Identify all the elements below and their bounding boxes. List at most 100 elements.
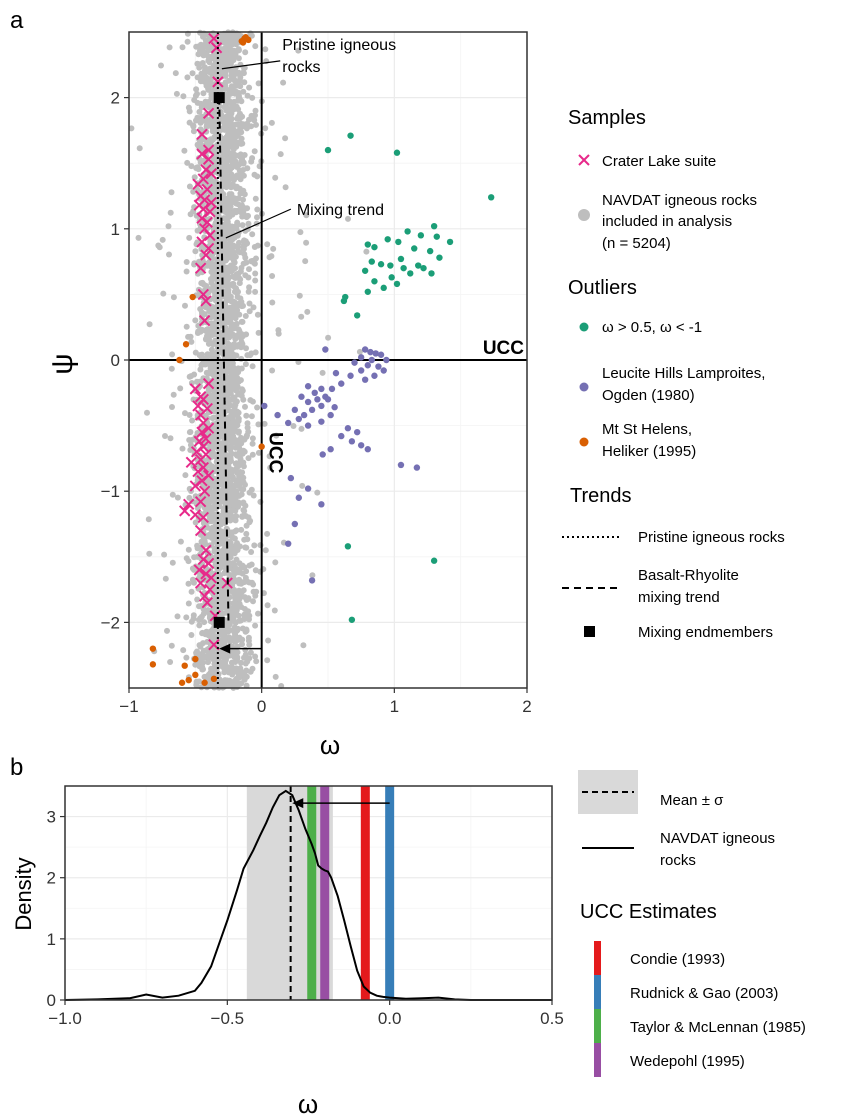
navdat-point (184, 159, 191, 166)
navdat-point (222, 250, 229, 256)
outliers-teal-points (324, 132, 495, 623)
navdat-point (185, 104, 192, 111)
legend-ucc-label: Wedepohl (1995) (630, 1053, 745, 1070)
navdat-point (255, 421, 262, 428)
crater-x-stroke (200, 544, 212, 556)
navdat-point (185, 546, 192, 553)
navdat-point (233, 352, 240, 359)
crater-lake-point (194, 577, 207, 589)
navdat-point (199, 630, 206, 637)
legend-navdat-curve-line-2: rocks (660, 852, 696, 869)
navdat-point (177, 385, 184, 392)
navdat-point (201, 673, 208, 680)
navdat-point (200, 52, 207, 59)
crater-lake-point (192, 465, 204, 478)
navdat-point (271, 607, 278, 614)
crater-x-stroke (201, 216, 213, 228)
navdat-point (145, 516, 152, 523)
navdat-point (228, 106, 235, 113)
navdat-point (319, 369, 326, 376)
navdat-point (226, 429, 233, 436)
navdat-point (249, 579, 255, 586)
crater-x-stroke (200, 433, 212, 445)
panel-label-b: b (10, 754, 23, 781)
navdat-point (188, 632, 195, 638)
navdat-point (240, 88, 247, 95)
legend-ucc-title: UCC Estimates (580, 901, 717, 923)
navdat-point (168, 642, 175, 649)
navdat-point (235, 499, 242, 506)
crater-x-stroke (189, 480, 202, 492)
teal-point (347, 132, 354, 139)
navdat-point (193, 651, 200, 658)
density-plot-b: −1.0 −0.5 0.0 0.5 0 1 2 3 (47, 785, 564, 1028)
navdat-point (250, 304, 257, 311)
navdat-point (226, 389, 233, 396)
y-tick-label: 1 (47, 930, 56, 949)
crater-lake-point (202, 144, 215, 156)
navdat-point (239, 386, 245, 393)
navdat-point (230, 242, 237, 249)
navdat-point (210, 433, 217, 440)
legend-a: Samples Crater Lake suite NAVDAT igneous… (562, 107, 785, 641)
endmember-marker (213, 616, 225, 628)
navdat-point (207, 505, 214, 511)
navdat-point (235, 428, 242, 435)
navdat-point (228, 184, 235, 191)
navdat-point (252, 288, 259, 295)
crater-lake-point (200, 249, 212, 261)
navdat-point (214, 257, 221, 264)
navdat-point (262, 547, 269, 554)
navdat-point (209, 328, 216, 335)
teal-point (430, 557, 438, 564)
purple-point (304, 383, 312, 390)
navdat-point (282, 135, 289, 142)
orange-point (176, 356, 183, 364)
crater-lake-point (202, 377, 215, 390)
navdat-point (174, 613, 181, 620)
navdat-point (179, 445, 186, 452)
crater-x-stroke (194, 524, 207, 537)
navdat-point (295, 47, 302, 54)
navdat-point (268, 119, 275, 126)
navdat-point (240, 246, 247, 252)
navdat-point (219, 397, 225, 403)
teal-point (446, 238, 454, 246)
legend-orange-key (579, 437, 589, 447)
navdat-point (248, 413, 255, 420)
teal-point (371, 243, 378, 251)
navdat-point (162, 575, 169, 582)
teal-point (344, 543, 352, 550)
teal-point (420, 264, 427, 272)
navdat-point (211, 271, 218, 278)
navdat-point (242, 254, 249, 261)
navdat-point (345, 215, 351, 222)
y-tick-label: −1 (101, 482, 120, 501)
navdat-point (219, 683, 225, 690)
crater-x-stroke (198, 590, 211, 602)
navdat-point (187, 429, 194, 435)
navdat-point (239, 156, 246, 163)
navdat-point (238, 318, 245, 325)
navdat-point (185, 600, 192, 607)
navdat-point (184, 38, 191, 45)
navdat-point (182, 410, 188, 417)
orange-point (210, 675, 218, 683)
crater-x-stroke (202, 153, 215, 165)
purple-point (377, 351, 385, 358)
navdat-point (233, 183, 240, 190)
crater-lake-point (201, 216, 213, 228)
purple-point (318, 501, 325, 508)
navdat-point (200, 90, 207, 97)
navdat-point (166, 44, 173, 51)
navdat-point (232, 638, 239, 645)
orange-point (181, 662, 188, 669)
navdat-point (249, 257, 256, 264)
purple-point (274, 411, 281, 419)
navdat-point (169, 404, 175, 410)
crater-lake-point (194, 454, 207, 466)
legend-ucc-key (594, 975, 601, 1009)
navdat-point (243, 682, 250, 689)
crater-x-stroke (202, 242, 215, 255)
navdat-point (211, 627, 218, 634)
